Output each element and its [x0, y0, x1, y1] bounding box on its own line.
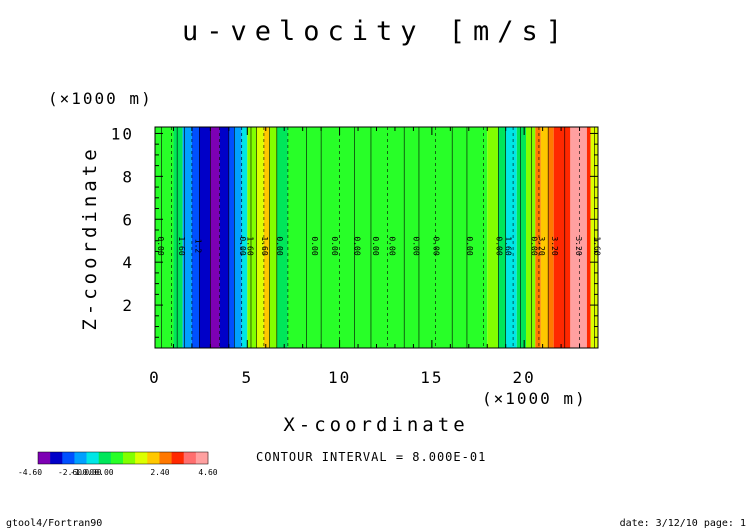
y-tick-label-3: 8	[122, 167, 134, 186]
x-tick-label-1: 5	[241, 368, 253, 387]
colorbar-swatch-6	[110, 452, 124, 464]
contour-band-18	[505, 127, 517, 348]
y-scale-label: (×1000 m)	[48, 89, 153, 108]
colorbar-swatch-13	[195, 452, 209, 464]
y-tick-label-4: 10	[111, 124, 134, 143]
contour-band-20	[526, 127, 536, 348]
y-tick-label-1: 4	[122, 253, 134, 272]
x-tick-label-4: 20	[513, 368, 536, 387]
colorbar-label-5: 2.40	[150, 468, 169, 477]
x-tick-label-3: 15	[420, 368, 443, 387]
contour-label-15: 0.00	[494, 236, 503, 255]
y-tick-label-0: 2	[122, 296, 134, 315]
contour-band-25	[570, 127, 587, 348]
contour-label-11: 0.00	[387, 236, 396, 255]
colorbar-swatch-4	[86, 452, 100, 464]
contour-label-2: 1.2	[194, 239, 203, 254]
contour-band-26	[586, 127, 591, 348]
colorbar-swatch-11	[171, 452, 185, 464]
contour-band-13	[269, 127, 277, 348]
contour-labels-layer: 0.00 1.60 1.2 0.001.60 1.60 0.00 0.00 0.00 0.00 0…	[156, 236, 602, 255]
contour-label-3: 0.00	[238, 236, 247, 255]
contour-band-9	[241, 127, 248, 348]
colorbar-label-3: 0.00	[82, 468, 101, 477]
footer-left: gtool4/Fortran90	[6, 518, 102, 529]
contour-band-12	[263, 127, 270, 348]
contour-label-17: 0.00	[530, 236, 539, 255]
contour-band-6	[219, 127, 229, 348]
colorbar-swatch-9	[147, 452, 160, 464]
contour-label-16: 1.60	[504, 236, 513, 255]
contour-label-19: 3.20	[550, 236, 559, 255]
contour-label-7: 0.00	[310, 236, 319, 255]
colorbar-label-1: -2.60	[58, 468, 82, 477]
colorbar-swatch-8	[135, 452, 148, 464]
contour-band-14	[276, 127, 288, 348]
contour-label-13: 0.00	[432, 236, 441, 255]
colorbar-swatch-12	[183, 452, 197, 464]
contour-band-11	[256, 127, 264, 348]
contour-label-5: 1.60	[260, 236, 269, 255]
contour-label-10: 0.00	[371, 236, 380, 255]
colorbar-swatch-1	[50, 452, 63, 464]
colorbar-swatch-5	[98, 452, 112, 464]
contour-label-14: 0.00	[465, 236, 474, 255]
colorbar-label-4: 0.00	[94, 468, 113, 477]
contour-lines-layer	[161, 127, 595, 348]
colorbar-swatch-0	[38, 452, 51, 464]
contour-label-20: 3.20	[574, 236, 583, 255]
contour-band-10	[247, 127, 257, 348]
contour-band-0	[155, 127, 174, 348]
colorbar: -4.60 -2.60-1.000.000.00 2.40 4.60	[18, 451, 218, 477]
y-tick-label-2: 6	[122, 210, 134, 229]
contour-interval-text: CONTOUR INTERVAL = 8.000E-01	[256, 450, 486, 464]
y-axis: 2 4 6 8 10	[111, 124, 598, 338]
contour-label-9: 0.00	[352, 236, 361, 255]
contour-label-18: 3.20	[537, 236, 546, 255]
colorbar-swatch-3	[74, 452, 87, 464]
contour-label-4: 1.60	[245, 236, 254, 255]
contour-band-5	[210, 127, 220, 348]
x-scale-label: (×1000 m)	[482, 389, 587, 408]
contour-fill-layer	[155, 127, 598, 348]
contour-label-0: 0.00	[156, 236, 165, 255]
contour-band-17	[498, 127, 506, 348]
contour-label-6: 0.00	[275, 236, 284, 255]
contour-label-8: 0.00	[330, 236, 339, 255]
footer-right: date: 3/12/10 page: 1	[620, 518, 746, 529]
contour-band-3	[191, 127, 200, 348]
colorbar-swatch-7	[123, 452, 136, 464]
contour-band-19	[516, 127, 527, 348]
colorbar-label-2: -1.00	[70, 468, 94, 477]
contour-band-23	[548, 127, 554, 348]
contour-band-21	[535, 127, 541, 348]
contour-band-8	[234, 127, 242, 348]
colorbar-swatch-10	[159, 452, 172, 464]
contour-label-21: 1.60	[592, 236, 601, 255]
contour-label-1: 1.60	[177, 236, 186, 255]
colorbar-label-6: 4.60	[198, 468, 217, 477]
contour-band-1	[173, 127, 183, 348]
x-axis: 0 5 10 15 20	[149, 127, 599, 387]
colorbar-frame	[37, 451, 209, 465]
contour-label-12: 0.00	[411, 236, 420, 255]
contour-band-24	[553, 127, 571, 348]
contour-band-22	[540, 127, 549, 348]
contour-band-2	[182, 127, 192, 348]
contour-band-16	[487, 127, 499, 348]
x-axis-label: X-coordinate	[283, 414, 468, 436]
contour-band-7	[228, 127, 235, 348]
x-tick-label-0: 0	[149, 368, 161, 387]
chart-title: u-velocity [m/s]	[182, 16, 570, 47]
contour-band-4	[199, 127, 211, 348]
colorbar-swatch-2	[62, 452, 75, 464]
y-axis-label: Z-coordinate	[79, 145, 101, 330]
x-tick-label-2: 10	[328, 368, 351, 387]
colorbar-label-0: -4.60	[18, 468, 42, 477]
